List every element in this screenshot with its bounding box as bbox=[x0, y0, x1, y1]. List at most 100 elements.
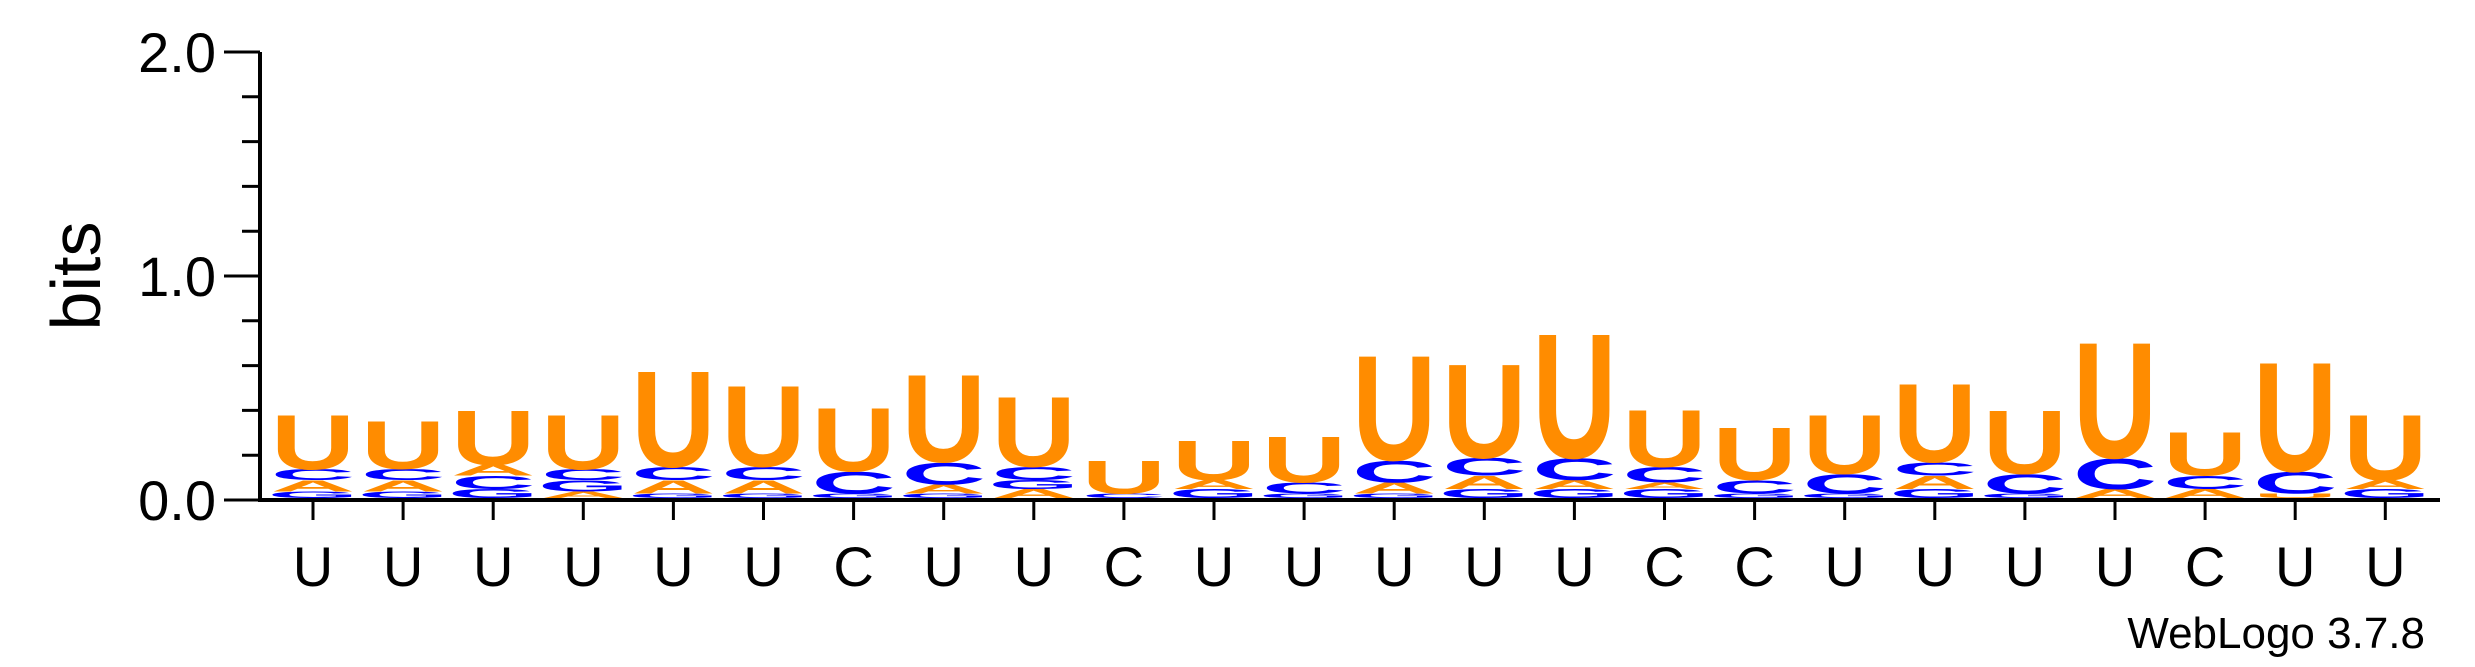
logo-glyph-u: U bbox=[631, 343, 715, 497]
logo-glyph-u: U bbox=[1893, 361, 1977, 487]
logo-glyph-g: G bbox=[358, 489, 449, 500]
logo-glyph-u: U bbox=[1442, 336, 1526, 487]
logo-glyph-g: G bbox=[1529, 487, 1620, 501]
logo-glyph-g: G bbox=[808, 492, 899, 499]
logo-glyph-c: C bbox=[271, 466, 355, 483]
logo-glyph-c: C bbox=[451, 472, 535, 493]
logo-glyph-c: C bbox=[721, 463, 805, 484]
logo-glyph-u: U bbox=[1803, 397, 1887, 492]
y-axis: 0.0 1.0 2.0 bits bbox=[37, 21, 262, 532]
logo-glyph-u: U bbox=[451, 394, 535, 481]
logo-glyph-g: G bbox=[1889, 487, 1980, 501]
logo-glyph-c: C bbox=[992, 463, 1076, 484]
logo-glyph-g: G bbox=[448, 487, 539, 501]
logo-glyph-a: A bbox=[1352, 479, 1436, 496]
x-tick-label: C bbox=[833, 535, 873, 598]
x-tick-label: U bbox=[473, 535, 513, 598]
logo-glyph-u: U bbox=[1712, 412, 1796, 496]
logo-glyph-u: U bbox=[1622, 394, 1706, 485]
logo-glyph-c: C bbox=[1262, 479, 1346, 496]
logo-glyph-c: C bbox=[1983, 468, 2067, 500]
logo-glyph-u: U bbox=[992, 377, 1076, 488]
x-tick-label: U bbox=[383, 535, 423, 598]
y-tick-label: 0.0 bbox=[138, 469, 216, 532]
logo-glyph-u: U bbox=[721, 362, 805, 491]
y-axis-ticks: 0.0 1.0 2.0 bbox=[138, 21, 260, 532]
x-tick-label: U bbox=[1194, 535, 1234, 598]
x-tick-label: U bbox=[2005, 535, 2045, 598]
logo-glyph-u: U bbox=[902, 348, 986, 489]
logo-glyph-g: G bbox=[538, 477, 629, 494]
logo-column: GCU bbox=[1709, 412, 1800, 499]
x-tick-label: U bbox=[1554, 535, 1594, 598]
logo-glyph-a: A bbox=[271, 477, 355, 494]
logo-glyph-u: U bbox=[2163, 419, 2247, 489]
logo-glyph-a: A bbox=[541, 489, 625, 500]
logo-column: UCU bbox=[2253, 331, 2337, 506]
y-axis-title: bits bbox=[37, 222, 115, 331]
logo-glyph-g: G bbox=[1439, 487, 1530, 501]
x-tick-label: U bbox=[2365, 535, 2405, 598]
logo-glyph-c: C bbox=[631, 463, 715, 484]
x-tick-label: U bbox=[1014, 535, 1054, 598]
x-tick-label: U bbox=[2275, 535, 2315, 598]
logo-column: ACU bbox=[2073, 308, 2157, 500]
logo-glyph-u: U bbox=[2253, 492, 2337, 499]
logo-glyph-u: U bbox=[1352, 325, 1436, 493]
logo-glyph-c: C bbox=[2073, 449, 2157, 498]
logo-glyph-a: A bbox=[1622, 481, 1706, 492]
logo-glyph-c: C bbox=[2253, 466, 2337, 501]
logo-glyph-c: C bbox=[361, 466, 445, 483]
x-tick-label: U bbox=[923, 535, 963, 598]
logo-glyph-a: A bbox=[902, 482, 986, 496]
logo-glyph-g: G bbox=[1799, 492, 1890, 499]
x-tick-label: U bbox=[563, 535, 603, 598]
logo-glyph-g: G bbox=[988, 478, 1079, 492]
logo-glyph-a: A bbox=[1442, 472, 1526, 493]
logo-column: GCU bbox=[1259, 423, 1350, 499]
logo-glyph-u: U bbox=[361, 407, 445, 484]
x-tick-label: C bbox=[1734, 535, 1774, 598]
x-tick-label: C bbox=[1644, 535, 1684, 598]
logo-column: GCU bbox=[1980, 392, 2071, 500]
logo-glyph-g: G bbox=[2340, 487, 2431, 501]
logo-column: GCU bbox=[1799, 397, 1890, 499]
logo-glyph-a: A bbox=[2163, 487, 2247, 501]
logo-column: GAU bbox=[1169, 430, 1260, 501]
logo-glyph-a: A bbox=[631, 476, 715, 497]
logo-glyph-c: C bbox=[1803, 468, 1887, 500]
logo-glyph-u: U bbox=[2073, 308, 2157, 493]
logo-glyph-g: G bbox=[268, 489, 359, 500]
logo-column: GCU bbox=[808, 390, 899, 501]
logo-glyph-g: G bbox=[718, 492, 809, 499]
logo-glyph-c: C bbox=[1622, 462, 1706, 487]
logo-column: GAU bbox=[2340, 396, 2431, 501]
logo-glyph-g: G bbox=[1709, 492, 1800, 499]
x-tick-label: U bbox=[1284, 535, 1324, 598]
logo-glyph-u: U bbox=[271, 399, 355, 486]
logo-glyph-g: G bbox=[1169, 487, 1260, 501]
y-tick-label: 1.0 bbox=[138, 245, 216, 308]
x-tick-label: C bbox=[2185, 535, 2225, 598]
x-tick-label: C bbox=[1104, 535, 1144, 598]
logo-column: CU bbox=[1082, 451, 1166, 503]
logo-glyph-g: G bbox=[1349, 492, 1440, 499]
x-tick-label: U bbox=[1464, 535, 1504, 598]
logo-glyph-g: G bbox=[628, 492, 719, 499]
logo-glyph-u: U bbox=[1983, 392, 2067, 494]
logo-glyph-g: G bbox=[1259, 492, 1350, 499]
logo-glyph-a: A bbox=[1893, 472, 1977, 493]
logo-glyph-c: C bbox=[902, 457, 986, 492]
